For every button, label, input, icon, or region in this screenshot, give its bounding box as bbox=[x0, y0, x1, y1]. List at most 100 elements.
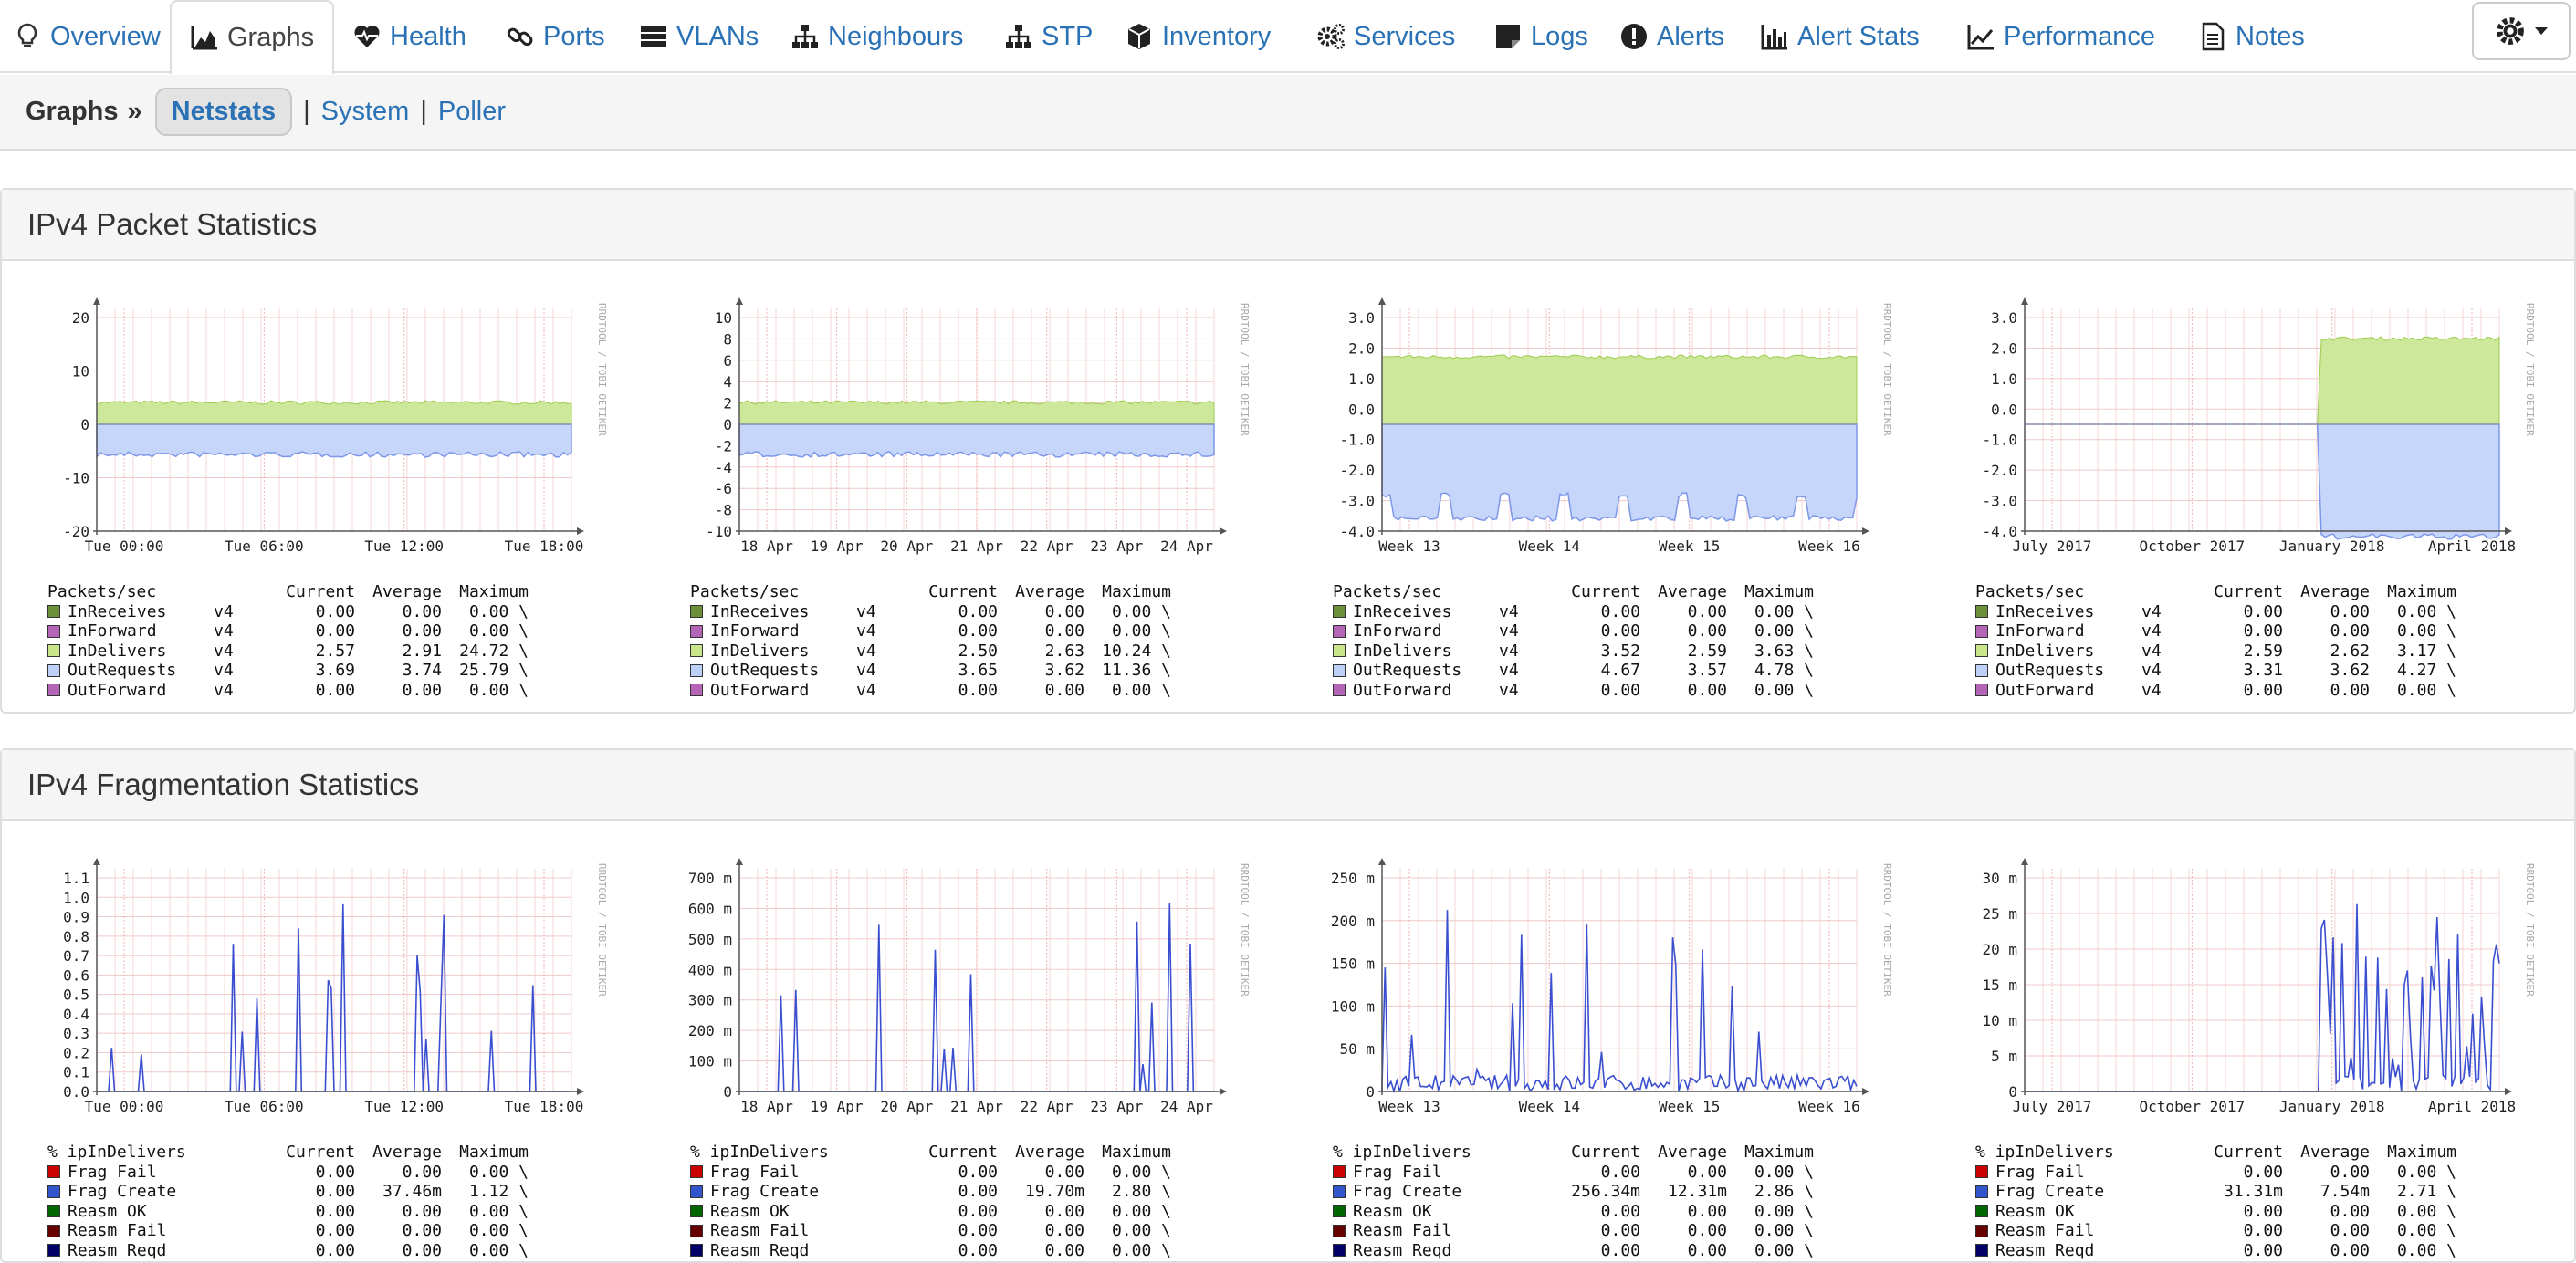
legend-header: % ipInDelivers Current Average Maximum bbox=[690, 1143, 1171, 1163]
cogs-icon bbox=[1317, 24, 1345, 49]
x-tick-label: April 2018 bbox=[2428, 1098, 2516, 1115]
legend-series-name: Frag Create bbox=[68, 1182, 177, 1201]
tab-vlans[interactable]: VLANs bbox=[639, 0, 759, 73]
y-tick-label: 3.0 bbox=[1991, 309, 2017, 327]
y-tick-label: 300 m bbox=[688, 992, 732, 1009]
tab-health[interactable]: Health bbox=[352, 0, 466, 73]
rrdtool-watermark: RRDTOOL / TOBI OETIKER bbox=[596, 863, 608, 997]
rrdtool-watermark: RRDTOOL / TOBI OETIKER bbox=[1881, 863, 1893, 997]
graph-image[interactable]: 3.0 2.0 1.0 0.0 -1.0 -2.0 -3.0 -4.0 Week 13 Week … bbox=[1287, 281, 1893, 700]
legend-current-value: 2.59 bbox=[2243, 641, 2283, 661]
legend-maximum-value: 0.00 \ bbox=[468, 1201, 529, 1221]
tab-alerts[interactable]: Alerts bbox=[1619, 0, 1724, 73]
graph-image[interactable]: 1.1 1.0 0.9 0.8 0.7 0.6 0.5 0.4 0.3 0.2 0.1 0.0 Tue … bbox=[2, 841, 608, 1260]
legend-row: OutForward v4 0.00 0.00 0.00 \ bbox=[690, 681, 1171, 701]
subnav-item-netstats[interactable]: Netstats bbox=[154, 88, 293, 136]
legend-swatch bbox=[1333, 624, 1346, 638]
legend-average-value: 2.63 bbox=[1044, 641, 1084, 661]
tab-alert-stats[interactable]: Alert Stats bbox=[1760, 0, 1920, 73]
legend-average-value: 0.00 bbox=[2330, 621, 2370, 641]
tab-graphs[interactable]: Graphs bbox=[170, 0, 335, 75]
legend-maximum-value: 0.00 \ bbox=[1111, 1240, 1171, 1260]
legend-header-maximum: Maximum bbox=[459, 582, 529, 601]
graph-image[interactable]: 10 8 6 4 2 0 -2 -4 -6 -8 -10 18 Apr 19 Apr 20 Apr 21 A… bbox=[644, 281, 1251, 700]
y-tick-label: 200 m bbox=[688, 1022, 732, 1039]
y-tick-label: 100 m bbox=[1331, 997, 1375, 1015]
legend-swatch bbox=[1975, 1205, 1988, 1218]
legend-current-value: 0.00 bbox=[1600, 680, 1640, 700]
tab-stp[interactable]: STP bbox=[1004, 0, 1093, 73]
legend-current-value: 0.00 bbox=[958, 621, 998, 641]
x-tick-label: Week 14 bbox=[1519, 538, 1580, 555]
legend-average-value: 0.00 bbox=[1044, 621, 1084, 641]
y-tick-label: 0 bbox=[2008, 1083, 2017, 1101]
legend-current-value: 0.00 bbox=[1600, 601, 1640, 621]
x-tick-label: Week 14 bbox=[1519, 1098, 1580, 1115]
tab-ports[interactable]: Ports bbox=[506, 0, 605, 73]
legend-header-maximum: Maximum bbox=[1744, 1143, 1814, 1162]
legend-swatch bbox=[1333, 684, 1346, 697]
tab-label: Graphs bbox=[227, 22, 315, 52]
legend-current-value: 0.00 bbox=[2243, 621, 2283, 641]
legend-current-value: 0.00 bbox=[315, 1162, 355, 1182]
legend-series-version: v4 bbox=[2141, 661, 2162, 680]
legend-row: Reasm OK 0.00 0.00 0.00 \ bbox=[47, 1202, 529, 1222]
y-tick-label: -8 bbox=[715, 502, 732, 519]
x-tick-label: 23 Apr bbox=[1090, 538, 1143, 555]
legend-series-version: v4 bbox=[1499, 641, 1519, 661]
tab-inventory[interactable]: Inventory bbox=[1125, 0, 1271, 73]
legend-series-name: Frag Create bbox=[1353, 1182, 1462, 1201]
legend-current-value: 0.00 bbox=[2243, 680, 2283, 700]
legend-row: OutRequests v4 3.69 3.74 25.79 \ bbox=[47, 661, 529, 681]
tab-neighbours[interactable]: Neighbours bbox=[791, 0, 963, 73]
y-tick-label: -2 bbox=[715, 437, 732, 454]
graph-image[interactable]: 3.0 2.0 1.0 0.0 -1.0 -2.0 -3.0 -4.0 July 2017 Oct… bbox=[1930, 281, 2536, 700]
legend-maximum-value: 11.36 \ bbox=[1102, 661, 1171, 680]
legend-average-value: 0.00 bbox=[1687, 601, 1727, 621]
series-outrequests-area bbox=[1381, 423, 1858, 522]
legend-maximum-value: 0.00 \ bbox=[1754, 1162, 1814, 1182]
legend-series-version: v4 bbox=[1499, 601, 1519, 621]
legend-swatch bbox=[1333, 1244, 1346, 1258]
legend-swatch bbox=[690, 1185, 703, 1198]
tab-label: Notes bbox=[2236, 21, 2305, 51]
chevron-down-icon bbox=[2535, 27, 2548, 35]
legend-maximum-value: 0.00 \ bbox=[2396, 1221, 2456, 1240]
legend-series-name: OutRequests bbox=[710, 661, 820, 680]
tab-performance[interactable]: Performance bbox=[1966, 0, 2155, 73]
legend-average-value: 0.00 bbox=[2330, 1240, 2370, 1260]
x-tick-label: Week 16 bbox=[1798, 1098, 1859, 1115]
legend-series-name: Reasm Fail bbox=[1995, 1221, 2095, 1240]
legend-row: Reasm Fail 0.00 0.00 0.00 \ bbox=[1333, 1221, 1814, 1241]
tab-notes[interactable]: Notes bbox=[2198, 0, 2305, 73]
x-tick-label: Tue 06:00 bbox=[225, 1098, 304, 1115]
tab-services[interactable]: Services bbox=[1316, 0, 1455, 73]
legend-series-name: InForward bbox=[68, 621, 157, 641]
legend-current-value: 0.00 bbox=[1600, 1201, 1640, 1221]
tab-overview[interactable]: Overview bbox=[13, 0, 161, 73]
graph-image[interactable]: 250 m 200 m 150 m 100 m 50 m 0 Week 13 Week 14 W… bbox=[1287, 841, 1893, 1260]
legend-header: Packets/sec Current Average Maximum bbox=[1975, 582, 2456, 602]
y-tick-label: 2.0 bbox=[1348, 339, 1375, 357]
y-axis-arrow bbox=[1378, 297, 1386, 305]
legend-swatch bbox=[47, 1224, 60, 1237]
legend-row: Reasm OK 0.00 0.00 0.00 \ bbox=[1333, 1202, 1814, 1222]
graph-image[interactable]: 700 m 600 m 500 m 400 m 300 m 200 m 100 m 0 18 A… bbox=[644, 841, 1251, 1260]
graph-image[interactable]: 20 10 0 -10 -20 Tue 00:00 Tue 06:00 Tue 12:00 Tu… bbox=[2, 281, 608, 700]
legend-series-name: OutForward bbox=[1353, 680, 1452, 700]
x-axis-arrow bbox=[2505, 1088, 2512, 1095]
settings-dropdown-button[interactable] bbox=[2472, 2, 2571, 60]
legend-maximum-value: 0.00 \ bbox=[468, 601, 529, 621]
tab-logs[interactable]: Logs bbox=[1493, 0, 1588, 73]
y-axis-arrow bbox=[93, 858, 100, 865]
graph-image[interactable]: 30 m 25 m 20 m 15 m 10 m 5 m 0 July 2017 October… bbox=[1930, 841, 2536, 1260]
legend-series-version: v4 bbox=[856, 680, 876, 700]
series-indelivers-area bbox=[1381, 354, 1858, 425]
y-tick-label: 25 m bbox=[1982, 905, 2017, 923]
legend-maximum-value: 2.71 \ bbox=[2396, 1182, 2456, 1201]
x-tick-label: October 2017 bbox=[2140, 1098, 2246, 1115]
subnav-item-system[interactable]: System bbox=[320, 97, 410, 126]
subnav-item-poller[interactable]: Poller bbox=[437, 97, 507, 126]
legend-header-label: Packets/sec bbox=[47, 582, 157, 601]
